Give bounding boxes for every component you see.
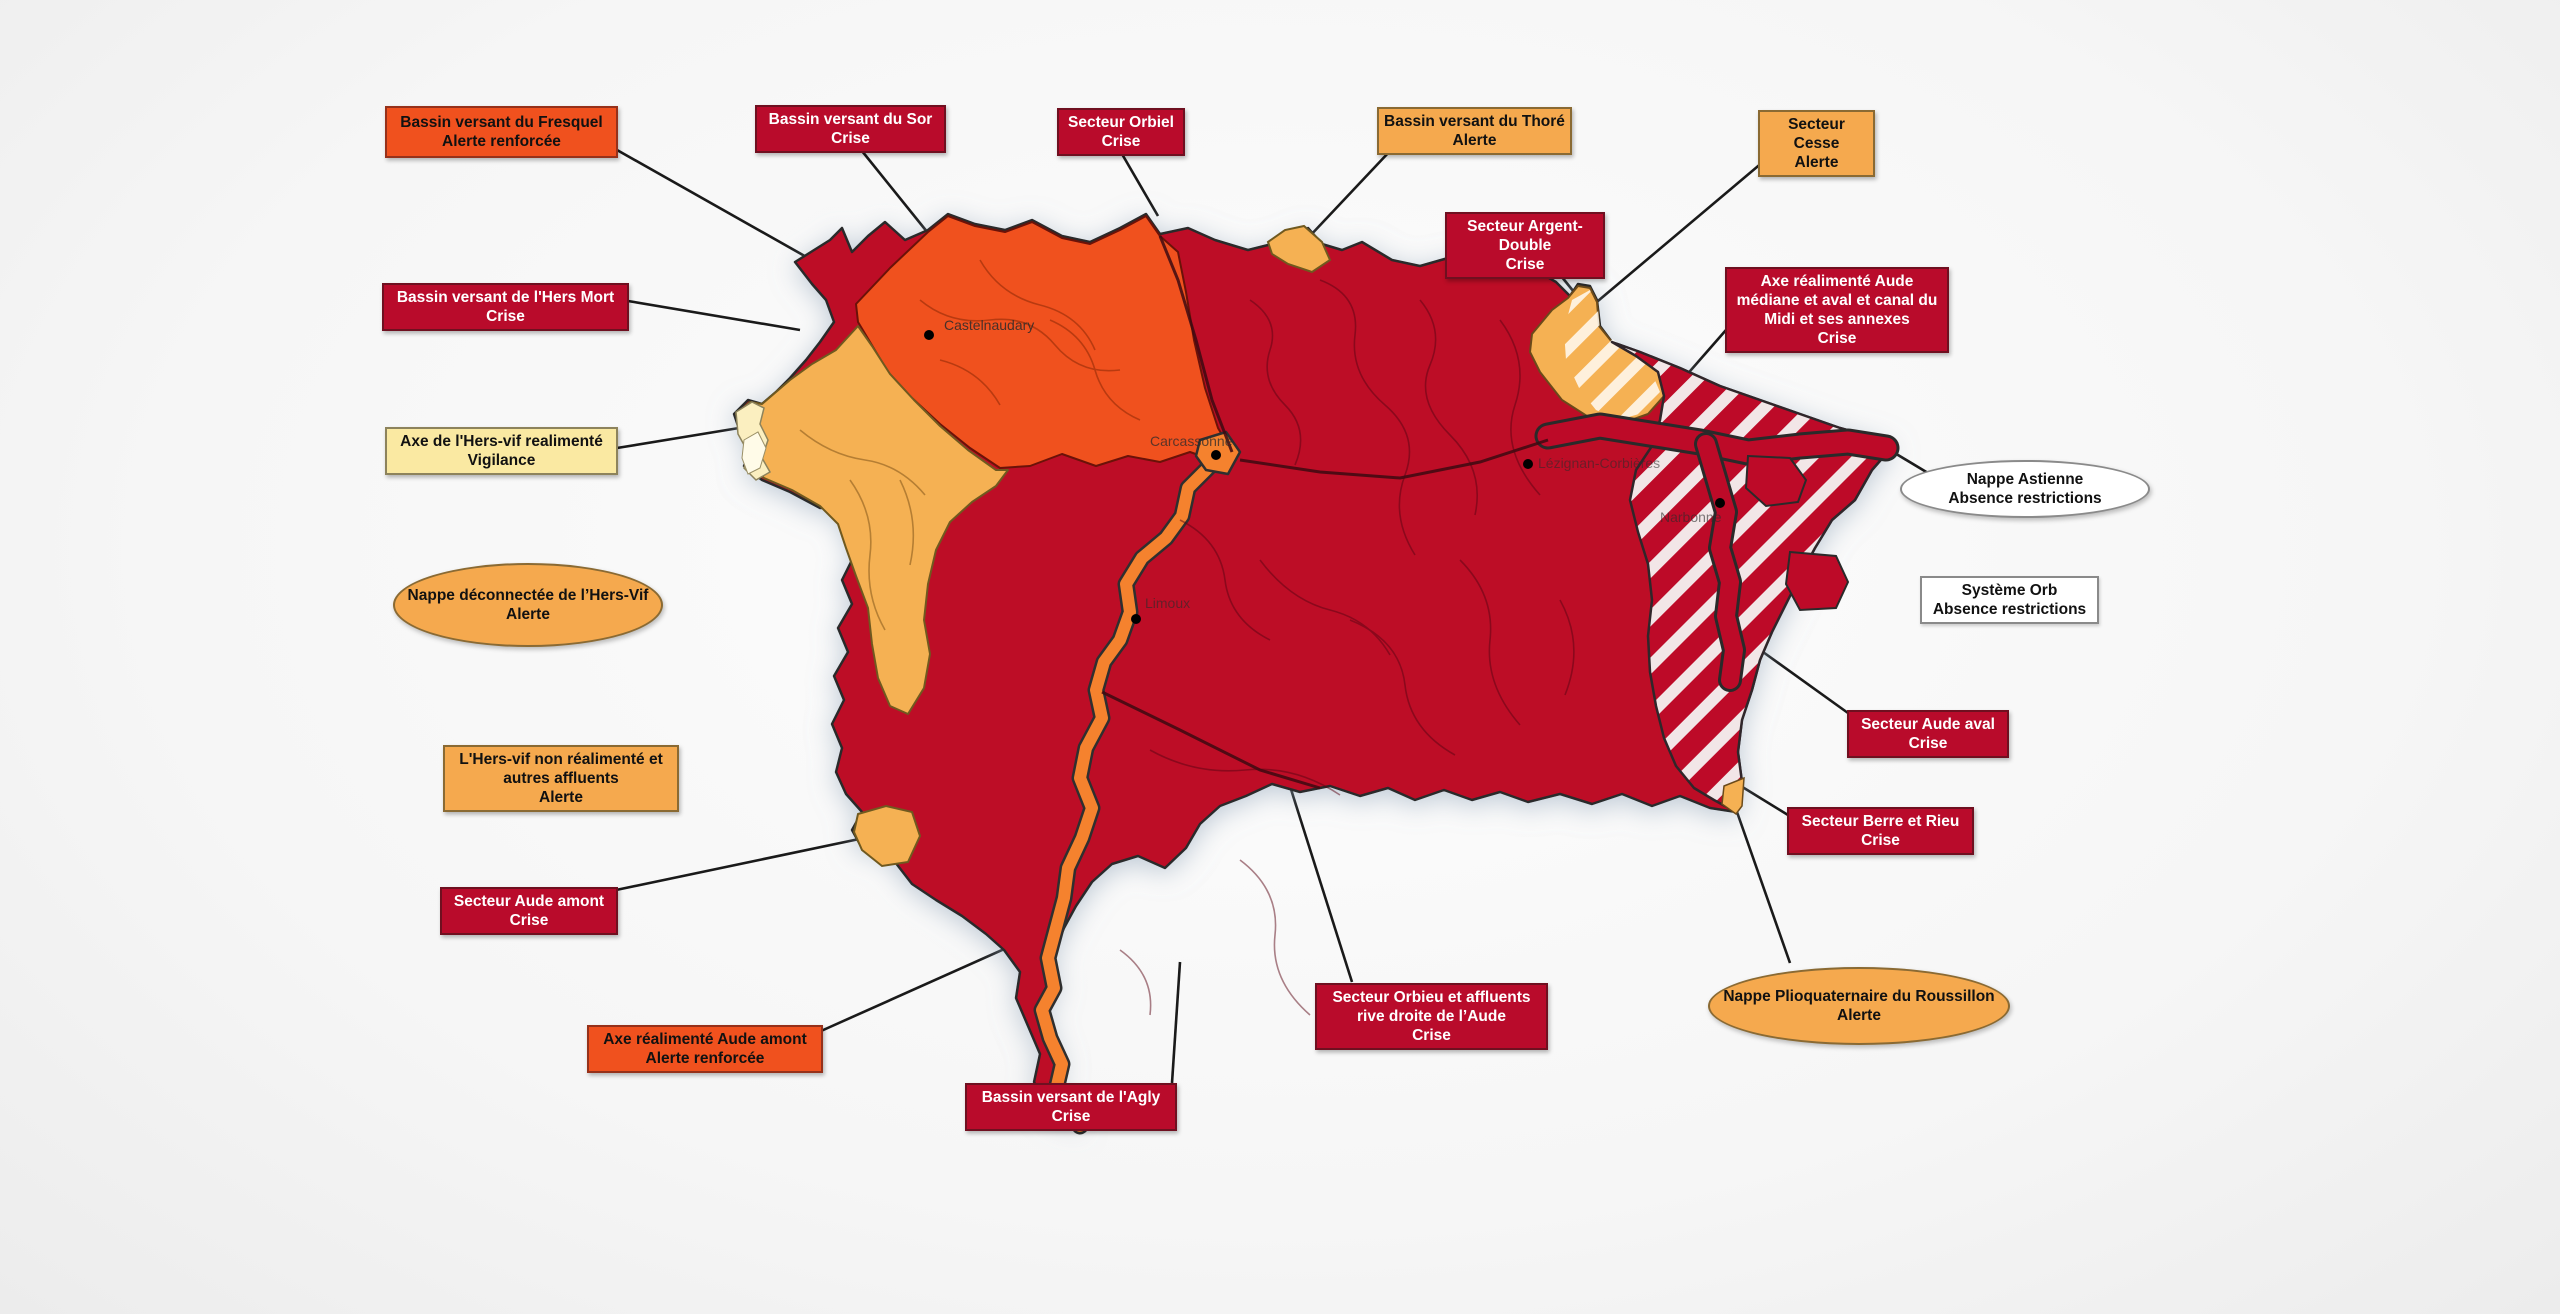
label-thore: Bassin versant du Thoré Alerte: [1377, 107, 1572, 155]
label-axe-realimente-aude-amont: Axe réalimenté Aude amont Alerte renforcé…: [587, 1025, 823, 1073]
city-dot: [1211, 450, 1221, 460]
city-dot: [1131, 614, 1141, 624]
zone-vigilance-inner[interactable]: [741, 431, 767, 475]
label-berre-et-rieu: Secteur Berre et Rieu Crise: [1787, 807, 1974, 855]
label-hers-mort: Bassin versant de l'Hers Mort Crise: [382, 283, 629, 331]
commune-boundaries-crise: [1119, 279, 1575, 1016]
connector-orbieu: [1287, 782, 1354, 983]
label-aude-amont: Secteur Aude amont Crise: [440, 887, 618, 935]
zone-cote-alerte[interactable]: [1721, 776, 1745, 816]
label-argent-double: Secteur Argent-Double Crise: [1445, 212, 1605, 279]
label-nappe-astienne: Nappe Astienne Absence restrictions: [1900, 460, 2150, 518]
city-label: Narbonne: [1660, 509, 1722, 525]
zone-fresquel-alerte-renforcee[interactable]: [855, 215, 1233, 469]
city-dot: [924, 330, 934, 340]
label-cesse: Secteur Cesse Alerte: [1758, 110, 1875, 177]
city-label: Limoux: [1145, 595, 1190, 611]
city-label: Lézignan-Corbières: [1538, 455, 1660, 471]
label-agly: Bassin versant de l'Agly Crise: [965, 1083, 1177, 1131]
connector-fresquel: [616, 148, 834, 274]
connector-aude-amont: [615, 836, 865, 892]
city-dot: [1523, 459, 1533, 469]
connector-agly: [1170, 961, 1182, 1084]
label-orbiel: Secteur Orbiel Crise: [1057, 108, 1185, 156]
connector-aude-aval: [1762, 650, 1849, 715]
label-fresquel: Bassin versant du Fresquel Alerte renforc…: [385, 106, 618, 158]
cities: Castelnaudary Carcassonne Limoux Lézigna…: [924, 317, 1725, 624]
label-systeme-orb: Système Orb Absence restrictions: [1920, 576, 2099, 624]
city-limoux: Limoux: [1131, 595, 1190, 624]
zone-crise-blob-narbonne-est[interactable]: [1744, 454, 1808, 508]
city-lezignan-corbieres: Lézignan-Corbières: [1523, 455, 1660, 471]
label-axe-hers-vif-realimente: Axe de l'Hers-vif realimenté Vigilance: [385, 427, 618, 475]
label-orbieu: Secteur Orbieu et affluents rive droite …: [1315, 983, 1548, 1050]
connector-hers-vif-realimente: [616, 426, 740, 450]
zone-hers-vif-alerte-south[interactable]: [852, 804, 922, 868]
connector-thore: [1307, 150, 1391, 239]
zone-crise-blob-sud-est[interactable]: [1784, 550, 1850, 612]
commune-boundaries-fresquel: [919, 259, 1141, 421]
city-narbonne: Narbonne: [1660, 498, 1725, 525]
commune-boundaries-alerte: [799, 429, 926, 631]
city-label: Carcassonne: [1150, 433, 1233, 449]
label-hers-vif-non-realimente: L'Hers-vif non réalimenté et autres affl…: [443, 745, 679, 812]
label-nappe-deconnectee-hers-vif: Nappe déconnectée de l’Hers-Vif Alerte: [393, 563, 663, 647]
connector-cesse: [1591, 155, 1771, 307]
connector-hers-mort: [627, 299, 801, 332]
city-dot: [1715, 498, 1725, 508]
label-sor: Bassin versant du Sor Crise: [755, 105, 946, 153]
label-nappe-plioquaternaire: Nappe Plioquaternaire du Roussillon Alert…: [1708, 967, 2010, 1045]
city-carcassonne: Carcassonne: [1150, 433, 1233, 460]
zone-aude-aval-band[interactable]: [1534, 412, 1900, 692]
basin-boundaries: [1101, 235, 1549, 790]
zone-thore-alerte[interactable]: [1266, 224, 1332, 274]
connector-sor: [860, 150, 930, 234]
zone-cesse-hatch-overlay: [1564, 290, 1660, 420]
city-label: Castelnaudary: [944, 317, 1034, 333]
connector-orbiel: [1120, 153, 1160, 217]
zone-hers-vif-alerte[interactable]: [735, 325, 1009, 715]
label-aude-mediane-aval: Axe réalimenté Aude médiane et aval et c…: [1725, 267, 1949, 353]
connector-plioquaternaire: [1735, 811, 1792, 964]
label-aude-aval: Secteur Aude aval Crise: [1847, 710, 2009, 758]
city-castelnaudary: Castelnaudary: [924, 317, 1034, 340]
